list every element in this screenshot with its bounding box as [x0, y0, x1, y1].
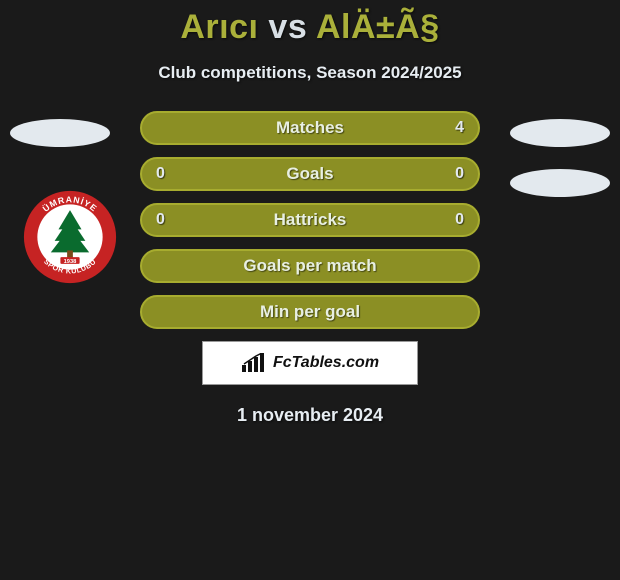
stat-value-left: 0	[156, 211, 165, 229]
stat-label: Goals	[286, 164, 333, 184]
subtitle: Club competitions, Season 2024/2025	[0, 63, 620, 83]
stat-value-right: 0	[455, 165, 464, 183]
crest-svg: ÜMRANİYE SPOR KULÜBÜ 1938	[22, 189, 118, 285]
stat-row-matches: Matches 4	[140, 111, 480, 145]
club-crest: ÜMRANİYE SPOR KULÜBÜ 1938	[22, 189, 118, 285]
brand-link[interactable]: FcTables.com	[202, 341, 418, 385]
stat-label: Goals per match	[243, 256, 376, 276]
player-right-name: AlÄ±Ã§	[316, 8, 440, 46]
page-title: Arıcı vs AlÄ±Ã§	[0, 8, 620, 47]
stat-value-right: 4	[455, 119, 464, 137]
stat-row-goals: 0 Goals 0	[140, 157, 480, 191]
stat-label: Min per goal	[260, 302, 360, 322]
bar-chart-icon	[241, 353, 267, 373]
comparison-card: Arıcı vs AlÄ±Ã§ Club competitions, Seaso…	[0, 8, 620, 580]
team-placeholder-right-2	[510, 169, 610, 197]
brand-name: FcTables.com	[273, 354, 379, 372]
stats-area: ÜMRANİYE SPOR KULÜBÜ 1938 Matches 4 0	[0, 111, 620, 426]
snapshot-date: 1 november 2024	[0, 405, 620, 426]
player-left-name: Arıcı	[180, 8, 258, 46]
stat-value-right: 0	[455, 211, 464, 229]
stat-value-left: 0	[156, 165, 165, 183]
vs-label: vs	[268, 8, 307, 46]
stat-row-hattricks: 0 Hattricks 0	[140, 203, 480, 237]
stat-label: Hattricks	[274, 210, 347, 230]
crest-year: 1938	[64, 259, 78, 265]
team-placeholder-left	[10, 119, 110, 147]
stat-label: Matches	[276, 118, 344, 138]
stat-row-min-per-goal: Min per goal	[140, 295, 480, 329]
team-placeholder-right-1	[510, 119, 610, 147]
stat-row-goals-per-match: Goals per match	[140, 249, 480, 283]
